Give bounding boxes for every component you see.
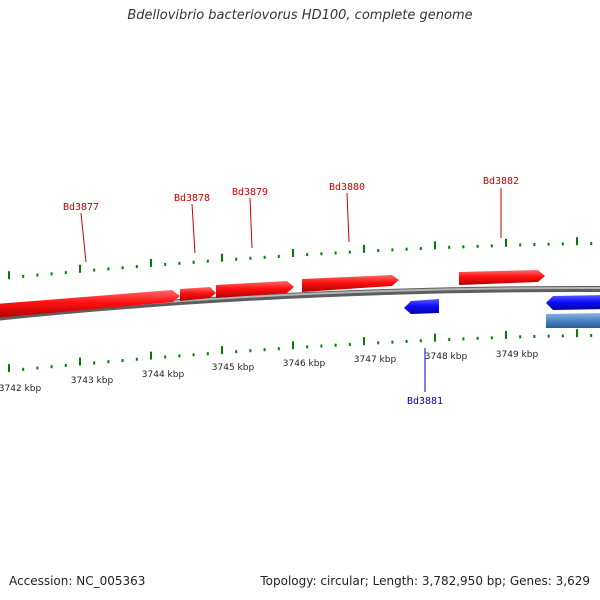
genome-summary-text: Topology: circular; Length: 3,782,950 bp…	[260, 574, 590, 588]
genome-title: Bdellovibrio bacteriovorus HD100, comple…	[127, 8, 473, 23]
kbp-label-3745: 3745 kbp	[212, 363, 255, 373]
gene-bd3877-arrow[interactable]	[0, 290, 180, 318]
accession-text: Accession: NC_005363	[9, 574, 146, 588]
gene-bd3879-arrow[interactable]	[216, 281, 294, 298]
gene-bd3878-arrow[interactable]	[180, 287, 216, 301]
kbp-label-3748: 3748 kbp	[425, 352, 468, 362]
kbp-label-3749: 3749 kbp	[496, 350, 539, 360]
gene-bd3881-arrow[interactable]	[404, 299, 439, 314]
gene-unlabeled-reverse-arrow[interactable]	[546, 295, 600, 310]
bd3879-label[interactable]: Bd3879	[232, 187, 268, 198]
bd3877-label[interactable]: Bd3877	[63, 202, 99, 213]
kbp-label-3742: 3742 kbp	[0, 384, 41, 394]
kbp-label-3746: 3746 kbp	[283, 359, 326, 369]
kbp-label-3743: 3743 kbp	[71, 376, 114, 386]
bd3878-leader-line	[191, 203, 196, 254]
bd3877-leader-line	[80, 212, 87, 263]
gene-unlabeled-steel-arrow[interactable]	[546, 313, 600, 328]
tick-row-top	[8, 237, 593, 280]
bd3880-leader-line	[346, 192, 350, 243]
gene-bd3880-arrow[interactable]	[302, 275, 399, 292]
bd3881-label[interactable]: Bd3881	[407, 396, 443, 407]
kbp-label-3744: 3744 kbp	[142, 370, 185, 380]
bd3880-label[interactable]: Bd3880	[329, 182, 365, 193]
bd3879-leader-line	[249, 197, 253, 249]
kbp-label-3747: 3747 kbp	[354, 355, 397, 365]
tick-row-bottom	[8, 329, 593, 373]
bd3882-label[interactable]: Bd3882	[483, 176, 519, 187]
bd3878-label[interactable]: Bd3878	[174, 193, 210, 204]
gene-bd3882-arrow[interactable]	[459, 270, 545, 285]
